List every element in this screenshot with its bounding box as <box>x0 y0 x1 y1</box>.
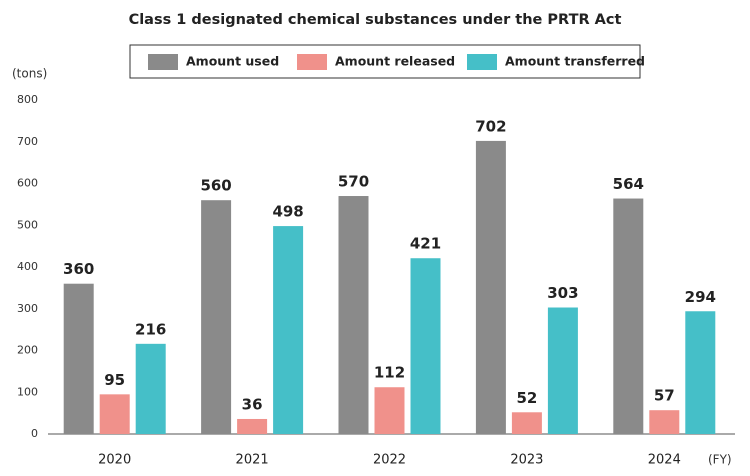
legend-swatch <box>467 54 497 70</box>
bar <box>374 387 405 434</box>
y-tick-label: 800 <box>17 93 38 106</box>
bar <box>99 394 130 434</box>
x-tick-label: 2024 <box>648 453 681 468</box>
bar <box>613 198 644 434</box>
value-label: 294 <box>685 288 716 306</box>
chart-title: Class 1 designated chemical substances u… <box>129 12 622 28</box>
y-axis-label: (tons) <box>12 67 47 81</box>
value-label: 702 <box>475 117 506 135</box>
y-tick-label: 500 <box>17 218 38 231</box>
legend-label: Amount used <box>186 54 279 69</box>
legend-swatch <box>297 54 327 70</box>
legend-label: Amount transferred <box>505 54 645 69</box>
value-label: 36 <box>242 395 263 413</box>
value-label: 112 <box>374 364 405 382</box>
legend-label: Amount released <box>335 54 455 69</box>
bar <box>338 196 369 434</box>
y-tick-label: 600 <box>17 177 38 190</box>
bar <box>685 311 716 434</box>
value-label: 57 <box>654 387 675 405</box>
y-tick-label: 700 <box>17 135 38 148</box>
bar <box>135 343 166 434</box>
x-tick-label: 2020 <box>98 453 131 468</box>
bar <box>273 226 304 434</box>
y-tick-label: 100 <box>17 385 38 398</box>
legend-swatch <box>148 54 178 70</box>
value-label: 216 <box>135 320 166 338</box>
y-tick-label: 300 <box>17 302 38 315</box>
value-label: 560 <box>200 177 231 195</box>
value-label: 570 <box>338 173 369 191</box>
legend-box <box>129 44 641 79</box>
y-tick-label: 400 <box>17 260 38 273</box>
bar <box>649 410 680 434</box>
value-label: 564 <box>613 175 644 193</box>
bar <box>511 412 542 434</box>
x-axis-label: (FY) <box>708 453 732 467</box>
x-tick-label: 2022 <box>373 453 406 468</box>
value-label: 303 <box>547 284 578 302</box>
y-tick-label: 200 <box>17 344 38 357</box>
y-tick-label: 0 <box>31 427 38 440</box>
value-label: 95 <box>104 371 125 389</box>
value-label: 52 <box>516 389 537 407</box>
bar <box>201 200 232 434</box>
bar <box>410 258 441 434</box>
value-label: 498 <box>272 203 303 221</box>
x-tick-label: 2021 <box>236 453 269 468</box>
bar <box>547 307 578 434</box>
bar <box>475 140 506 435</box>
x-tick-label: 2023 <box>510 453 543 468</box>
bar <box>63 283 94 434</box>
bar <box>237 418 268 434</box>
value-label: 421 <box>410 235 441 253</box>
value-label: 360 <box>63 260 94 278</box>
